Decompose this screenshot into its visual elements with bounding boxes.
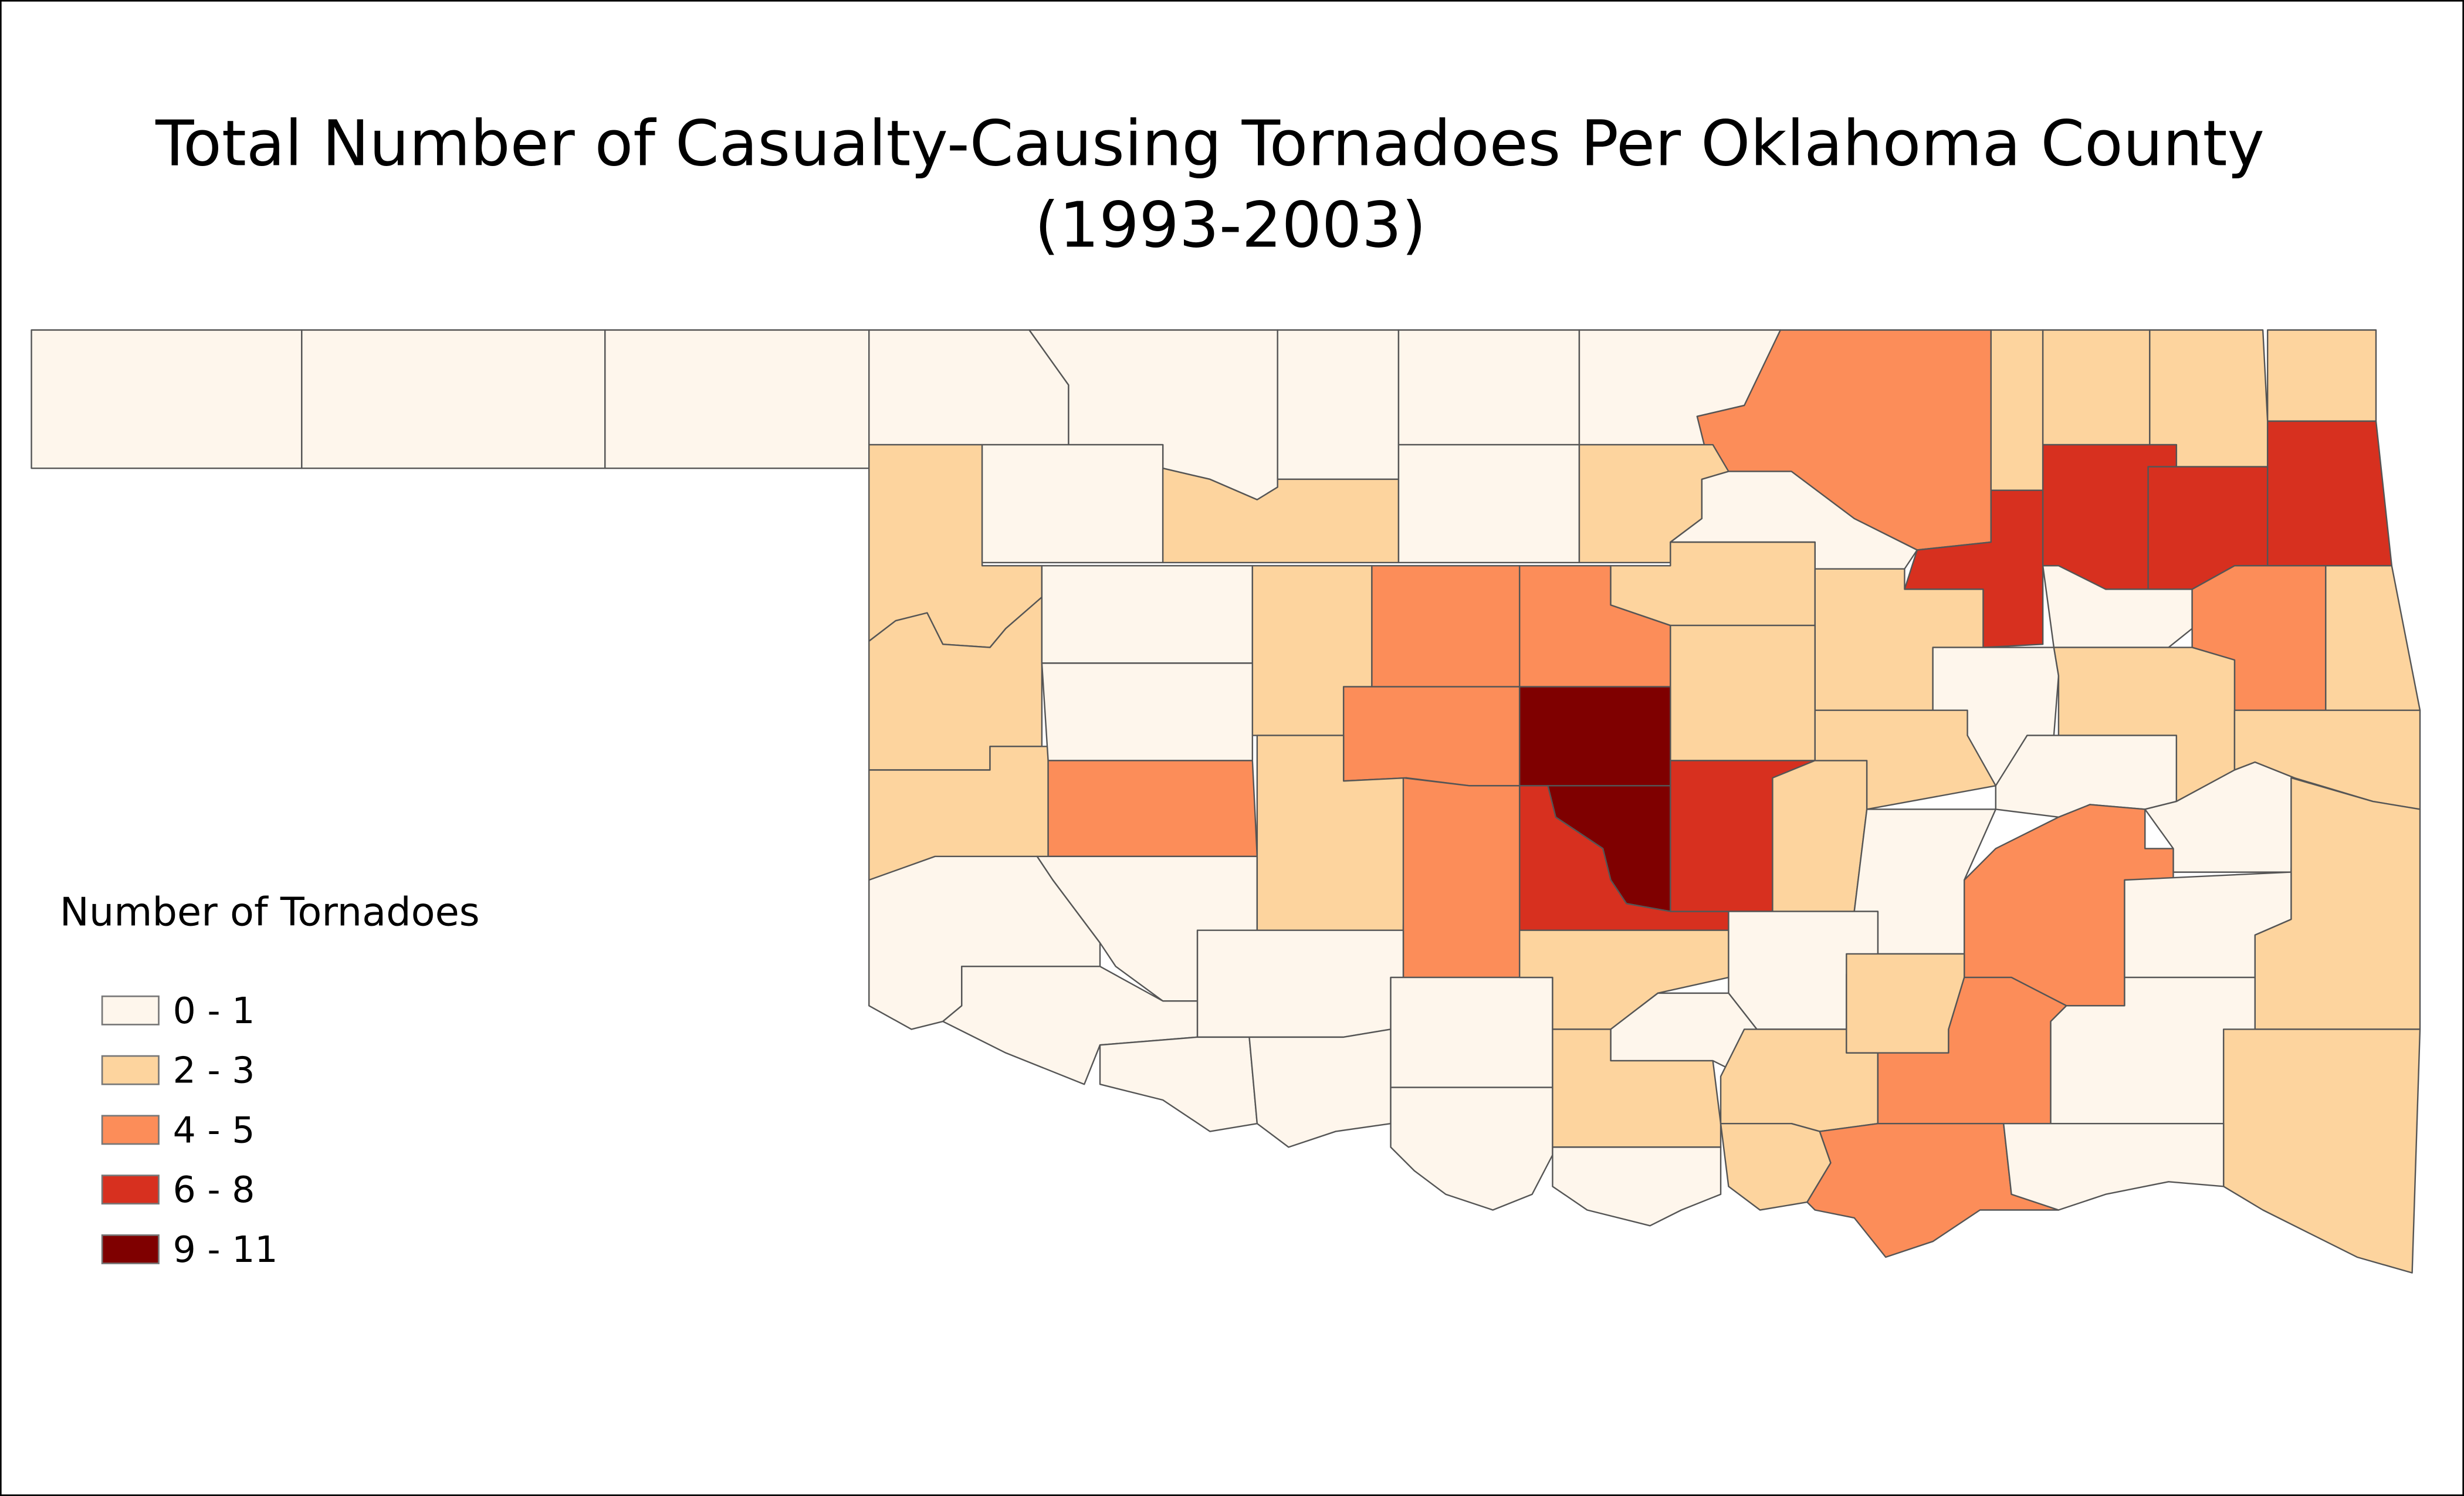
county-polygon xyxy=(1397,329,1580,446)
county-polygon xyxy=(2042,329,2151,446)
county-polygon xyxy=(1814,709,1996,810)
county-polygon xyxy=(1995,735,2178,818)
county-polygon xyxy=(2222,1028,2421,1274)
county-polygon xyxy=(2266,420,2392,567)
legend-swatch xyxy=(101,1115,160,1145)
legend-label: 4 - 5 xyxy=(173,1109,255,1151)
legend-swatch xyxy=(101,995,160,1025)
county-polygon xyxy=(1518,686,1671,787)
county-polygon xyxy=(1099,1036,1258,1132)
county-polygon xyxy=(1196,929,1404,1038)
legend-label: 0 - 1 xyxy=(173,990,255,1032)
legend-label: 2 - 3 xyxy=(173,1050,255,1092)
county-polygon xyxy=(1047,760,1258,858)
map-title: Total Number of Casualty-Causing Tornado… xyxy=(155,107,2265,180)
county-polygon xyxy=(981,444,1164,564)
county-polygon xyxy=(1371,565,1521,688)
county-polygon xyxy=(1670,624,1816,761)
county-polygon xyxy=(1402,777,1521,979)
county-polygon xyxy=(2002,1122,2225,1211)
map-subtitle: (1993-2003) xyxy=(1035,189,1427,262)
legend: Number of Tornadoes 0 - 1 2 - 3 4 - 5 6 - 8… xyxy=(60,889,480,1271)
county-polygon xyxy=(1041,565,1254,664)
county-polygon xyxy=(301,329,606,469)
county-layer xyxy=(31,329,2421,1274)
county-polygon xyxy=(1552,1146,1722,1227)
county-polygon xyxy=(868,329,1069,446)
county-polygon xyxy=(1397,444,1580,564)
county-polygon xyxy=(1041,662,1254,761)
legend-swatch xyxy=(101,1175,160,1205)
county-polygon xyxy=(1277,329,1400,480)
county-polygon xyxy=(1772,760,1868,912)
county-polygon xyxy=(1990,329,2044,491)
county-polygon xyxy=(1342,686,1521,787)
county-polygon xyxy=(1162,468,1400,564)
county-polygon xyxy=(1846,953,1965,1054)
county-polygon xyxy=(604,329,870,469)
legend-label: 6 - 8 xyxy=(173,1169,255,1211)
legend-swatch xyxy=(101,1234,160,1264)
county-polygon xyxy=(2266,329,2377,422)
county-polygon xyxy=(1390,976,1553,1088)
county-polygon xyxy=(31,329,303,469)
legend-swatch xyxy=(101,1055,160,1085)
county-polygon xyxy=(1248,1028,1392,1148)
legend-label: 9 - 11 xyxy=(173,1228,278,1271)
legend-title: Number of Tornadoes xyxy=(60,889,480,935)
